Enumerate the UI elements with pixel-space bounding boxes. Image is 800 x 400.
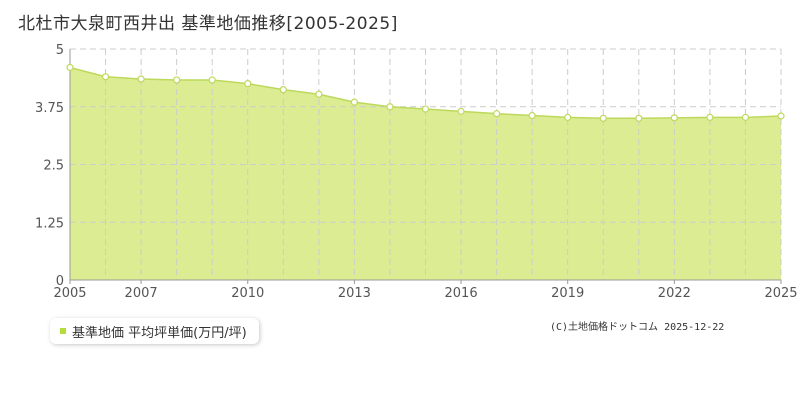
y-tick-label: 3.75	[35, 101, 64, 116]
copyright-text: (C)土地価格ドットコム 2025-12-22	[550, 322, 725, 333]
x-tick-label: 2016	[445, 286, 478, 301]
data-point	[350, 98, 358, 106]
data-point	[315, 90, 323, 98]
x-tick-label: 2025	[764, 286, 797, 301]
data-point	[101, 73, 110, 81]
data-point	[528, 111, 536, 120]
data-point	[457, 107, 465, 115]
x-tick-label: 2010	[231, 286, 264, 301]
data-point	[599, 114, 607, 122]
chart-title: 北杜市大泉町西井出 基準地価推移[2005-2025]	[18, 14, 398, 34]
x-tick-label: 2005	[53, 286, 86, 301]
legend-swatch	[60, 328, 66, 334]
data-point	[670, 114, 678, 122]
x-tick-label: 2007	[125, 286, 158, 301]
legend-label: 基準地価 平均坪単価(万円/坪)	[72, 325, 247, 341]
y-tick-label: 5	[56, 43, 64, 58]
data-point	[493, 110, 501, 118]
data-point	[777, 112, 785, 120]
data-point	[386, 103, 394, 111]
data-point	[173, 76, 181, 84]
y-tick-label: 0	[56, 274, 64, 289]
data-point	[137, 75, 145, 83]
x-tick-label: 2013	[338, 286, 371, 301]
x-tick-label: 2019	[551, 286, 584, 301]
data-point	[741, 113, 750, 121]
data-point	[635, 114, 643, 122]
data-point	[421, 105, 430, 113]
legend: 基準地価 平均坪単価(万円/坪)	[50, 318, 259, 344]
data-point	[244, 80, 252, 88]
data-point	[564, 113, 572, 121]
data-point	[706, 113, 714, 121]
y-tick-label: 2.5	[43, 159, 64, 174]
data-point	[279, 86, 287, 94]
data-point	[208, 76, 216, 84]
data-point	[66, 63, 74, 72]
x-tick-label: 2022	[658, 286, 691, 301]
y-tick-label: 1.25	[35, 216, 64, 231]
